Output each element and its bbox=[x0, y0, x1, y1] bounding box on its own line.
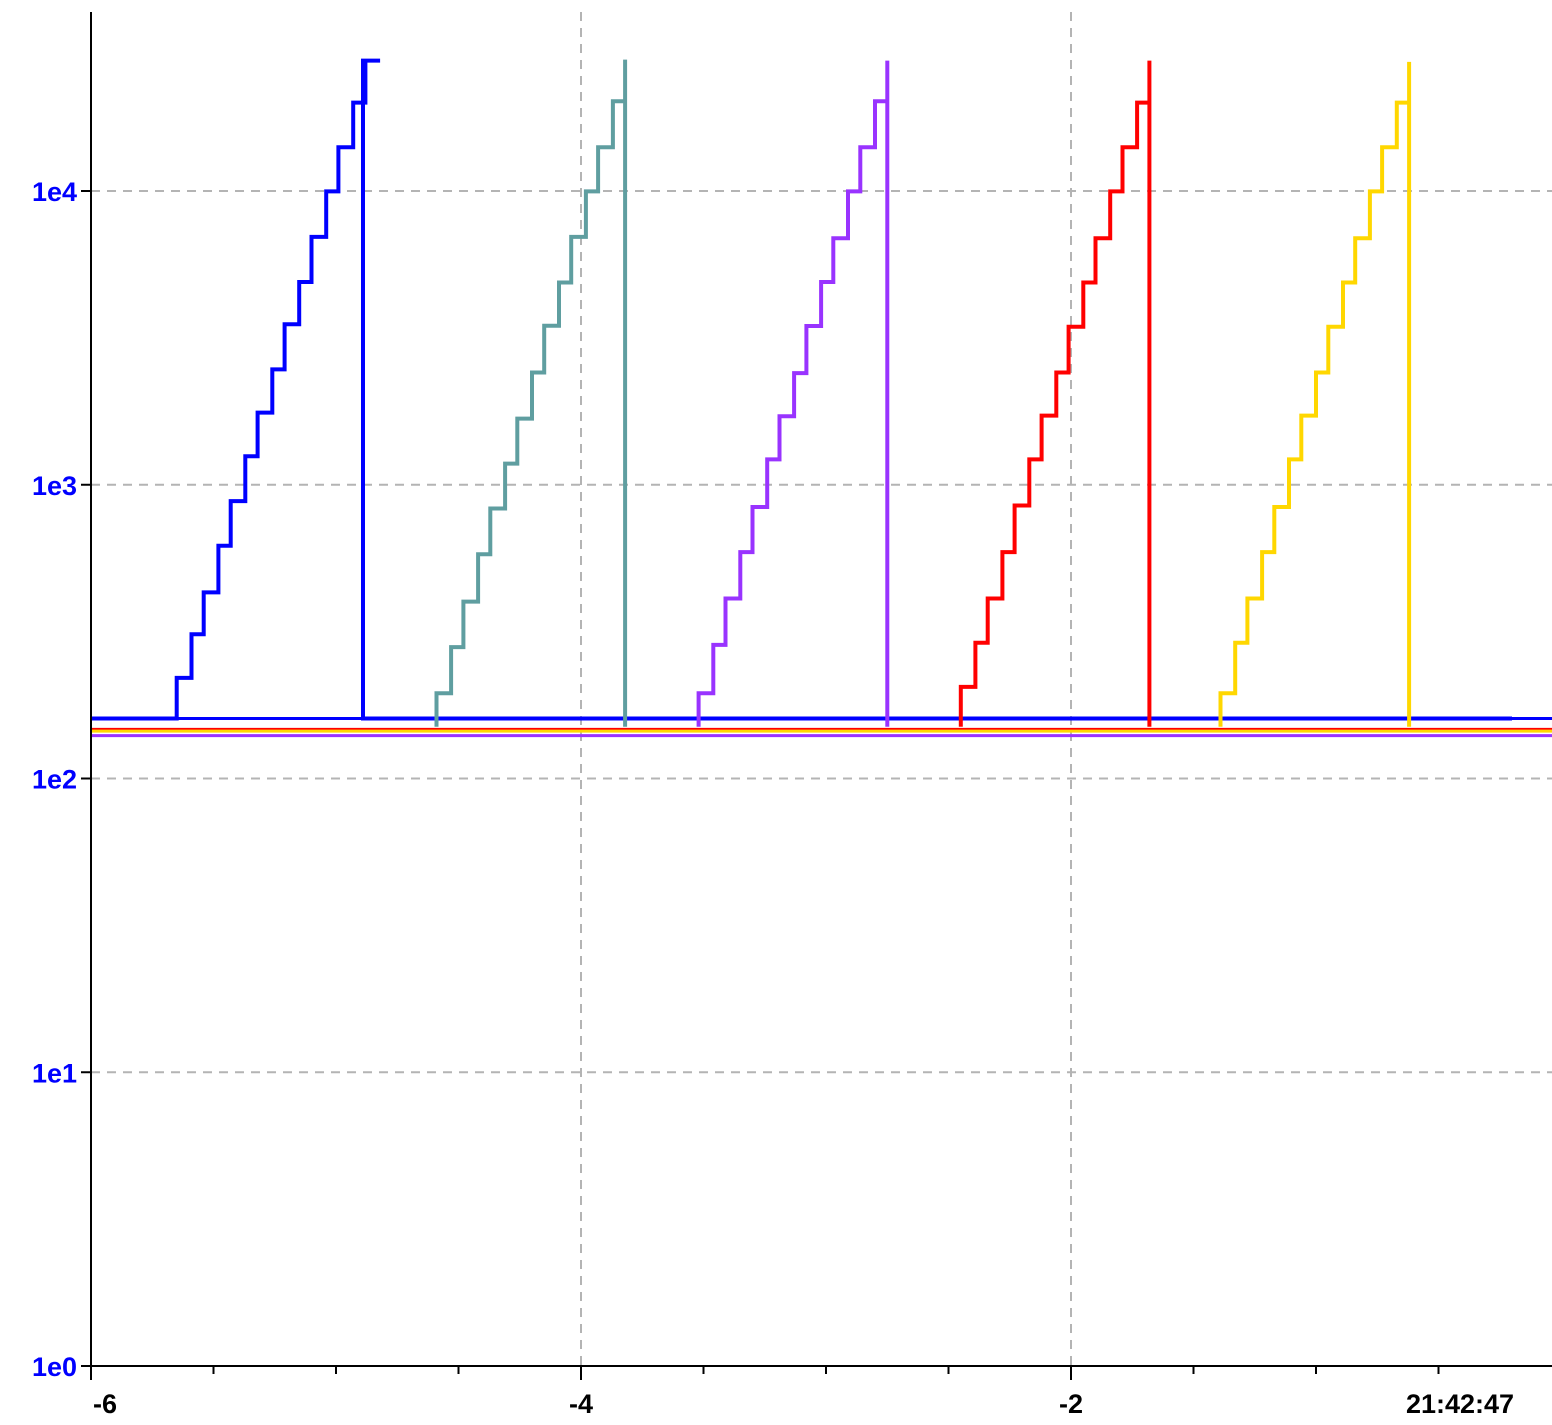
series-line-1 bbox=[434, 59, 628, 727]
x-tick-label: 21:42:47 bbox=[1406, 1389, 1514, 1419]
label-layer: 1e0 1e1 1e2 1e3 1e4 -6 -4 -2 21:42:47 bbox=[32, 177, 1514, 1419]
series-line-0 bbox=[91, 58, 1512, 721]
x-tick-label: -4 bbox=[569, 1389, 593, 1419]
axis-layer bbox=[81, 12, 1552, 1380]
series-line-4 bbox=[1218, 61, 1412, 727]
y-tick-label: 1e4 bbox=[32, 177, 77, 207]
baseline-layer bbox=[91, 717, 1552, 738]
y-tick-label: 1e2 bbox=[32, 765, 77, 795]
y-tick-label: 1e1 bbox=[32, 1058, 77, 1088]
series-layer bbox=[91, 58, 1512, 727]
series-line-3 bbox=[958, 60, 1152, 727]
x-tick-label: -2 bbox=[1059, 1389, 1083, 1419]
grid-layer bbox=[91, 12, 1552, 1366]
y-tick-label: 1e0 bbox=[32, 1352, 77, 1382]
y-tick-label: 1e3 bbox=[32, 471, 77, 501]
series-line-2 bbox=[696, 60, 890, 727]
x-tick-label: -6 bbox=[93, 1389, 117, 1419]
